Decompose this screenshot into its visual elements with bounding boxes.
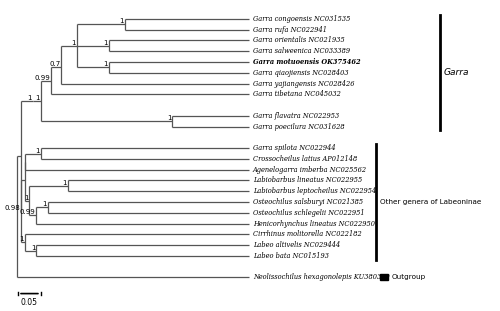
Text: Garra motuoensis OK375462: Garra motuoensis OK375462: [253, 58, 360, 66]
Text: 1: 1: [62, 180, 67, 186]
Text: 1: 1: [36, 147, 40, 154]
Text: 0.98: 0.98: [4, 206, 20, 211]
Bar: [380, 275, 388, 281]
Text: 1: 1: [42, 202, 46, 207]
Text: Garra yajiangensis NC028426: Garra yajiangensis NC028426: [253, 80, 354, 88]
Text: Neolissochilus hexagonolepis KU380329: Neolissochilus hexagonolepis KU380329: [253, 273, 390, 281]
Text: 1: 1: [24, 195, 28, 201]
Text: Garra flavatra NC022953: Garra flavatra NC022953: [253, 112, 339, 120]
Text: 0.99: 0.99: [34, 75, 50, 81]
Text: Osteochilus schlegelii NC022951: Osteochilus schlegelii NC022951: [253, 209, 364, 217]
Text: Garra poecilura NC031628: Garra poecilura NC031628: [253, 123, 344, 131]
Text: 1: 1: [104, 40, 108, 46]
Text: Other genera of Labeoninae: Other genera of Labeoninae: [380, 199, 482, 205]
Text: Garra orientalis NC021935: Garra orientalis NC021935: [253, 36, 344, 44]
Text: 1: 1: [120, 18, 124, 24]
Text: 1: 1: [36, 95, 40, 101]
Text: Crossocheilus latius AP012148: Crossocheilus latius AP012148: [253, 155, 357, 163]
Text: 1: 1: [20, 236, 24, 242]
Text: 0.7: 0.7: [49, 61, 60, 67]
Text: 1: 1: [167, 115, 172, 121]
Text: Garra salweenica NC033389: Garra salweenica NC033389: [253, 47, 350, 55]
Text: Henicorhynchus lineatus NC022950: Henicorhynchus lineatus NC022950: [253, 220, 375, 228]
Text: 1: 1: [27, 95, 32, 101]
Text: Garra qiaojiensis NC028403: Garra qiaojiensis NC028403: [253, 69, 348, 77]
Text: Labiobarbus leptocheilus NC022954: Labiobarbus leptocheilus NC022954: [253, 187, 376, 195]
Text: 1: 1: [104, 61, 108, 67]
Text: Labiobarbus lineatus NC022955: Labiobarbus lineatus NC022955: [253, 176, 362, 184]
Text: Garra tibetana NC045032: Garra tibetana NC045032: [253, 90, 341, 98]
Text: Garra rufa NC022941: Garra rufa NC022941: [253, 26, 327, 34]
Text: Garra: Garra: [444, 68, 469, 77]
Text: 0.99: 0.99: [20, 210, 36, 216]
Text: 1: 1: [72, 40, 76, 46]
Text: 1: 1: [31, 244, 36, 250]
Text: Outgroup: Outgroup: [392, 274, 426, 281]
Text: Labeo bata NC015193: Labeo bata NC015193: [253, 252, 329, 260]
Text: Osteochilus salsburyi NC021385: Osteochilus salsburyi NC021385: [253, 198, 363, 206]
Text: Garra spilota NC022944: Garra spilota NC022944: [253, 144, 336, 152]
Text: Labeo altivelis NC029444: Labeo altivelis NC029444: [253, 241, 340, 249]
Text: Agenelogarra imberba NC025562: Agenelogarra imberba NC025562: [253, 166, 367, 174]
Text: Cirrhinus molitorella NC022182: Cirrhinus molitorella NC022182: [253, 230, 362, 238]
Text: Garra congoensis NC031535: Garra congoensis NC031535: [253, 15, 350, 23]
Text: 0.05: 0.05: [21, 298, 38, 307]
